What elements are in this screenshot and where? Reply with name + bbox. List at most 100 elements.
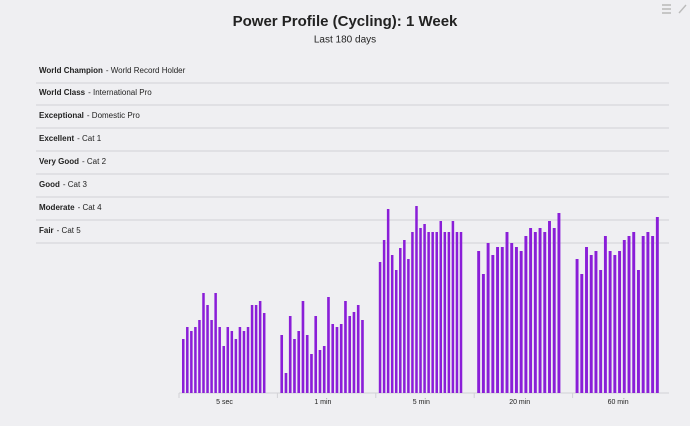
bar bbox=[481, 274, 485, 393]
bar bbox=[386, 209, 390, 393]
bar bbox=[226, 327, 230, 393]
bar bbox=[186, 327, 189, 393]
bar bbox=[182, 339, 185, 393]
bar bbox=[206, 305, 209, 393]
bar bbox=[297, 331, 301, 393]
expand-line bbox=[678, 4, 687, 14]
bar bbox=[339, 324, 343, 393]
level-name: Fair bbox=[39, 226, 54, 235]
bar bbox=[443, 232, 447, 393]
level-name: World Class bbox=[39, 88, 86, 97]
bar bbox=[344, 301, 347, 393]
bar bbox=[242, 331, 246, 393]
level-description: - Cat 3 bbox=[63, 180, 88, 189]
bar bbox=[514, 247, 518, 393]
bar bbox=[258, 301, 262, 393]
bar bbox=[361, 320, 364, 393]
bar bbox=[318, 350, 322, 393]
bar bbox=[427, 232, 430, 393]
level-label: Very Good - Cat 2 bbox=[39, 157, 107, 166]
bar bbox=[632, 232, 636, 393]
level-label: Excellent - Cat 1 bbox=[39, 134, 102, 143]
bar bbox=[618, 251, 622, 393]
chart-subtitle: Last 180 days bbox=[314, 35, 376, 46]
bar bbox=[250, 305, 254, 393]
bar bbox=[230, 331, 234, 393]
bar bbox=[459, 232, 463, 393]
level-description: - International Pro bbox=[88, 88, 152, 97]
x-tick-label: 1 min bbox=[314, 399, 331, 406]
level-label: Fair - Cat 5 bbox=[39, 226, 81, 235]
bar bbox=[356, 305, 360, 393]
bar bbox=[505, 232, 509, 393]
bar bbox=[491, 255, 495, 393]
level-description: - Cat 2 bbox=[82, 157, 107, 166]
bar bbox=[198, 320, 201, 393]
bar bbox=[552, 228, 556, 393]
bar bbox=[608, 251, 612, 393]
level-name: Very Good bbox=[39, 157, 79, 166]
level-description: - Cat 5 bbox=[57, 226, 82, 235]
bar bbox=[447, 232, 451, 393]
bar bbox=[585, 247, 588, 393]
bar bbox=[378, 262, 382, 393]
bar bbox=[435, 232, 438, 393]
bar bbox=[543, 232, 547, 393]
level-description: - Cat 4 bbox=[78, 203, 103, 212]
bar bbox=[288, 316, 292, 393]
bar bbox=[557, 213, 561, 393]
bar bbox=[613, 255, 617, 393]
level-label: Good - Cat 3 bbox=[39, 180, 87, 189]
level-label: World Champion - World Record Holder bbox=[39, 66, 186, 75]
bar bbox=[548, 221, 551, 393]
bar bbox=[190, 331, 193, 393]
bar bbox=[510, 243, 514, 393]
level-name: Excellent bbox=[39, 134, 74, 143]
bar bbox=[500, 247, 504, 393]
x-tick-label: 5 min bbox=[413, 399, 430, 406]
bar bbox=[214, 293, 217, 393]
chart-title: Power Profile (Cycling): 1 Week bbox=[233, 13, 458, 30]
bar bbox=[439, 221, 443, 393]
level-description: - World Record Holder bbox=[106, 66, 186, 75]
bar bbox=[627, 236, 631, 393]
level-name: Good bbox=[39, 180, 60, 189]
bar bbox=[390, 255, 394, 393]
bar bbox=[218, 327, 221, 393]
level-label: Exceptional - Domestic Pro bbox=[39, 111, 140, 120]
bar bbox=[284, 373, 288, 393]
bar bbox=[310, 354, 313, 393]
bar bbox=[496, 247, 500, 393]
level-description: - Cat 1 bbox=[77, 134, 102, 143]
bar bbox=[636, 270, 640, 393]
bar bbox=[646, 232, 650, 393]
bar bbox=[594, 251, 598, 393]
expand-icon[interactable] bbox=[678, 4, 687, 14]
menu-icon[interactable] bbox=[662, 4, 671, 14]
level-description: - Domestic Pro bbox=[87, 111, 140, 120]
bar bbox=[431, 232, 434, 393]
level-label: World Class - International Pro bbox=[39, 88, 152, 97]
bar bbox=[222, 346, 225, 393]
bar bbox=[529, 228, 533, 393]
bar bbox=[477, 251, 481, 393]
bar bbox=[352, 312, 356, 393]
bar bbox=[246, 327, 250, 393]
bar bbox=[335, 327, 339, 393]
bar bbox=[451, 221, 455, 393]
bar bbox=[394, 270, 398, 393]
bar bbox=[407, 259, 410, 393]
bar bbox=[519, 251, 523, 393]
bar bbox=[322, 346, 326, 393]
bar bbox=[262, 313, 266, 393]
bar bbox=[655, 217, 659, 393]
bar bbox=[293, 339, 296, 393]
bar bbox=[419, 228, 422, 393]
bar bbox=[327, 297, 330, 393]
bar bbox=[234, 339, 238, 393]
level-label: Moderate - Cat 4 bbox=[39, 203, 102, 212]
bar bbox=[202, 293, 205, 393]
bar bbox=[399, 248, 402, 393]
bar bbox=[254, 305, 258, 393]
